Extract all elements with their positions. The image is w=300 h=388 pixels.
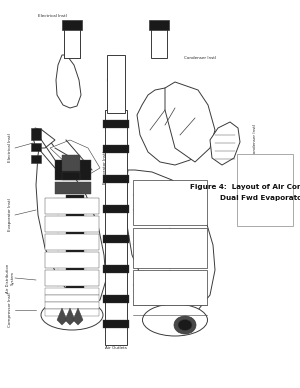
Text: Air Distribution
System: Air Distribution System	[6, 263, 14, 293]
Bar	[103, 295, 129, 303]
Text: Condenser Instl: Condenser Instl	[184, 56, 216, 60]
Bar	[45, 216, 99, 232]
Ellipse shape	[41, 300, 103, 330]
Bar	[103, 145, 129, 153]
Polygon shape	[137, 88, 205, 165]
Bar	[103, 320, 129, 328]
Bar	[103, 235, 129, 243]
Bar	[31, 143, 41, 151]
Bar	[45, 198, 99, 214]
Polygon shape	[36, 130, 106, 305]
Text: Air Outlets: Air Outlets	[105, 346, 127, 350]
Polygon shape	[65, 308, 75, 325]
Text: Compressor Instl: Compressor Instl	[8, 293, 12, 327]
Bar	[103, 120, 129, 128]
Bar	[151, 28, 167, 58]
Bar	[133, 270, 207, 305]
Polygon shape	[57, 308, 67, 325]
Bar	[62, 20, 82, 30]
Bar	[105, 110, 127, 345]
Bar	[31, 128, 41, 140]
Bar	[133, 180, 207, 225]
Polygon shape	[210, 122, 240, 165]
Bar	[45, 252, 99, 268]
Bar	[66, 195, 84, 300]
Bar	[45, 270, 99, 286]
Text: Condenser Instl: Condenser Instl	[253, 124, 257, 156]
Bar	[103, 175, 129, 183]
Bar	[45, 234, 99, 250]
Bar	[133, 228, 207, 268]
Polygon shape	[56, 55, 81, 108]
Bar	[45, 302, 99, 309]
Text: Electrical Instl: Electrical Instl	[38, 14, 66, 18]
Bar	[149, 20, 169, 30]
Polygon shape	[33, 128, 55, 148]
Text: Figure 4:  Layout of Air Conditioning: Figure 4: Layout of Air Conditioning	[190, 184, 300, 190]
Polygon shape	[125, 170, 215, 315]
Text: Evaporator Instl: Evaporator Instl	[8, 199, 12, 231]
Bar	[62, 172, 80, 180]
Polygon shape	[165, 82, 215, 162]
Text: Evaporator Instl: Evaporator Instl	[103, 152, 107, 184]
Text: Electrical Instl: Electrical Instl	[8, 133, 12, 162]
Bar	[45, 288, 99, 295]
Bar	[55, 160, 91, 180]
Bar	[45, 295, 99, 302]
Bar	[64, 28, 80, 58]
Bar	[45, 309, 99, 316]
Bar	[103, 265, 129, 273]
Ellipse shape	[174, 316, 196, 334]
Polygon shape	[73, 308, 83, 325]
Ellipse shape	[178, 319, 192, 331]
Text: Dual Fwd Evaporators: Dual Fwd Evaporators	[220, 195, 300, 201]
Polygon shape	[50, 140, 100, 175]
FancyBboxPatch shape	[237, 154, 293, 226]
Ellipse shape	[142, 304, 208, 336]
Bar	[62, 155, 80, 171]
Bar	[31, 155, 41, 163]
Bar	[103, 205, 129, 213]
Bar	[55, 182, 91, 194]
Bar	[107, 55, 125, 113]
